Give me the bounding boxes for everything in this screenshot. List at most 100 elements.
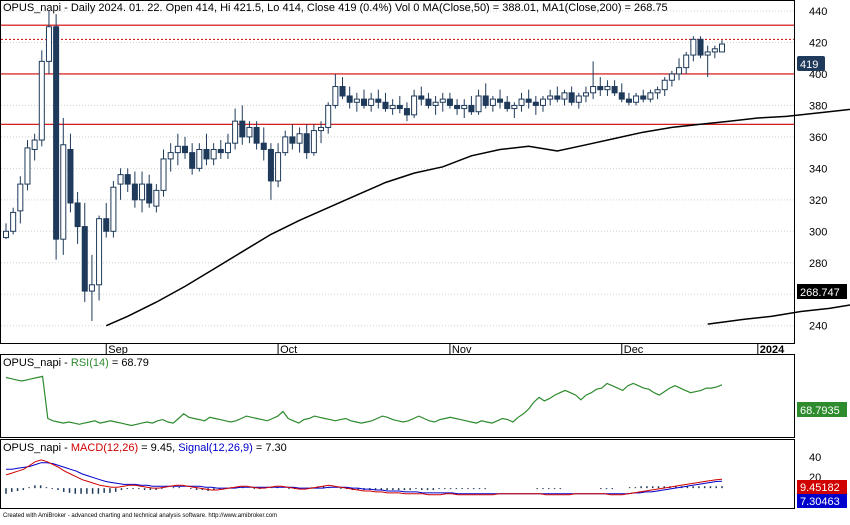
rsi-prefix: OPUS_napi - bbox=[3, 357, 71, 369]
candle-body bbox=[475, 95, 482, 113]
candle-body bbox=[153, 189, 160, 207]
price-y-tick: 240 bbox=[809, 321, 827, 333]
x-tick-label: Sep bbox=[108, 344, 128, 356]
candle-body bbox=[246, 126, 253, 138]
candle-body bbox=[282, 136, 289, 154]
candle-body bbox=[232, 120, 239, 144]
macd-y-tick: 40 bbox=[809, 452, 821, 464]
candle-body bbox=[418, 95, 425, 100]
candle-body bbox=[131, 183, 138, 201]
candle-body bbox=[625, 98, 632, 103]
candle-body bbox=[661, 79, 668, 91]
rsi-label: 68.7935 bbox=[800, 405, 840, 417]
price-y-tick: 400 bbox=[809, 69, 827, 81]
candle-body bbox=[647, 92, 654, 100]
candle-body bbox=[461, 104, 468, 110]
x-tick-label: 2024 bbox=[760, 344, 785, 356]
candle-body bbox=[547, 95, 554, 100]
candle-body bbox=[439, 98, 446, 103]
candle-body bbox=[640, 95, 647, 100]
candle-body bbox=[217, 148, 224, 154]
candle-body bbox=[518, 98, 525, 106]
candle-body bbox=[103, 218, 110, 232]
candle-body bbox=[224, 142, 231, 154]
price-y-tick: 320 bbox=[809, 195, 827, 207]
macd-label: 9.45182 bbox=[800, 482, 840, 494]
candle-body bbox=[203, 148, 210, 160]
candle-body bbox=[525, 98, 532, 103]
candle-body bbox=[96, 218, 103, 286]
candle-body bbox=[368, 98, 375, 106]
candle-body bbox=[504, 101, 511, 110]
price-pane[interactable] bbox=[0, 0, 795, 344]
candle-body bbox=[53, 26, 60, 240]
candle-body bbox=[88, 284, 95, 292]
candle-body bbox=[117, 174, 124, 185]
candle-body bbox=[668, 73, 675, 81]
candle-body bbox=[704, 51, 711, 56]
candle-body bbox=[17, 183, 24, 212]
last-price-label: 419 bbox=[800, 59, 818, 71]
price-y-tick: 300 bbox=[809, 226, 827, 238]
candle-body bbox=[554, 95, 561, 100]
candle-body bbox=[403, 108, 410, 116]
price-y-tick: 380 bbox=[809, 100, 827, 112]
candle-body bbox=[604, 86, 611, 91]
candle-body bbox=[561, 92, 568, 100]
macd-pane[interactable] bbox=[0, 439, 795, 509]
macd-histogram bbox=[5, 485, 723, 494]
candle-body bbox=[711, 48, 718, 53]
moving-averages bbox=[105, 108, 850, 327]
candle-body bbox=[303, 133, 310, 154]
candle-body bbox=[489, 98, 496, 106]
macd-prefix: OPUS_napi - bbox=[3, 442, 71, 454]
candle-body bbox=[425, 98, 432, 106]
candle-body bbox=[31, 139, 38, 150]
last-price-tag: 419 bbox=[797, 56, 825, 71]
candle-body bbox=[67, 148, 74, 204]
price-y-tick: 280 bbox=[809, 258, 827, 270]
candle-body bbox=[146, 183, 153, 204]
rsi-value: = 68.79 bbox=[109, 357, 149, 369]
candle-body bbox=[2, 230, 10, 239]
candle-body bbox=[38, 60, 45, 141]
signal-label: 7.30463 bbox=[800, 496, 840, 508]
candle-body bbox=[81, 226, 88, 292]
candle-body bbox=[568, 92, 575, 103]
price-y-tick: 340 bbox=[809, 163, 827, 175]
candle-body bbox=[189, 152, 196, 169]
candle-body bbox=[181, 145, 189, 154]
candle-body bbox=[611, 86, 618, 94]
candle-body bbox=[597, 86, 604, 91]
candle-body bbox=[482, 95, 489, 106]
candle-body bbox=[174, 145, 181, 154]
candle-body bbox=[275, 152, 282, 182]
candle-body bbox=[582, 92, 589, 97]
candle-body bbox=[718, 43, 726, 53]
candle-body bbox=[10, 211, 17, 232]
macd-value: = 9.45, bbox=[138, 442, 178, 454]
candle-body bbox=[310, 130, 317, 154]
candle-body bbox=[683, 54, 690, 69]
x-tick-label: Nov bbox=[452, 344, 472, 356]
candle-body bbox=[60, 144, 67, 240]
candle-body bbox=[260, 142, 267, 150]
candle-body bbox=[239, 120, 246, 138]
signal-value: = 7.30 bbox=[253, 442, 287, 454]
macd-header: OPUS_napi - MACD(12,26) = 9.45, Signal(1… bbox=[3, 442, 287, 454]
price-y-tick: 360 bbox=[809, 132, 827, 144]
rsi-tag: 68.7935 bbox=[797, 402, 847, 417]
price-y-axis: 440420400380360340320300280260240 bbox=[809, 6, 827, 333]
candle-body bbox=[24, 147, 31, 185]
candle-body bbox=[468, 104, 475, 113]
candle-body bbox=[353, 98, 360, 103]
candle-body bbox=[697, 38, 704, 56]
candle-body bbox=[332, 86, 339, 106]
rsi-header: OPUS_napi - RSI(14) = 68.79 bbox=[3, 357, 149, 369]
candle-body bbox=[690, 38, 697, 56]
rsi-pane[interactable] bbox=[0, 354, 795, 438]
candle-body bbox=[139, 183, 146, 201]
ma200-tag: 268.747 bbox=[797, 284, 847, 299]
candle-body bbox=[167, 152, 174, 160]
